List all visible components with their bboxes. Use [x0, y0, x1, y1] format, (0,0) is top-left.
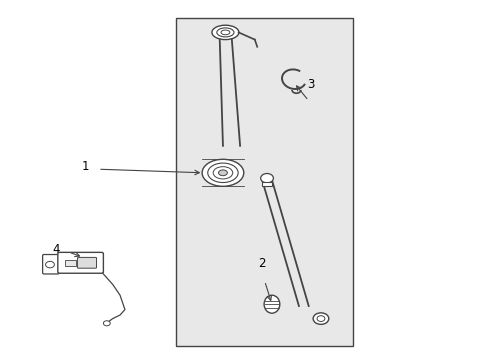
FancyBboxPatch shape	[43, 255, 59, 274]
Text: 3: 3	[307, 78, 315, 91]
Ellipse shape	[212, 25, 239, 40]
Circle shape	[317, 316, 325, 321]
Circle shape	[261, 174, 273, 183]
Circle shape	[313, 313, 329, 324]
Circle shape	[103, 321, 110, 326]
Ellipse shape	[213, 167, 233, 179]
Ellipse shape	[264, 295, 280, 313]
Text: 1: 1	[82, 160, 90, 173]
Circle shape	[46, 261, 54, 268]
Bar	[262, 182, 272, 186]
Text: 4: 4	[52, 243, 60, 256]
Ellipse shape	[221, 30, 230, 35]
FancyBboxPatch shape	[77, 257, 97, 268]
Ellipse shape	[202, 159, 244, 186]
FancyBboxPatch shape	[58, 252, 103, 273]
Ellipse shape	[208, 163, 238, 183]
Text: 2: 2	[258, 257, 266, 270]
Bar	[65, 260, 76, 266]
Ellipse shape	[219, 170, 227, 176]
Bar	[176, 18, 353, 346]
Ellipse shape	[217, 28, 234, 37]
